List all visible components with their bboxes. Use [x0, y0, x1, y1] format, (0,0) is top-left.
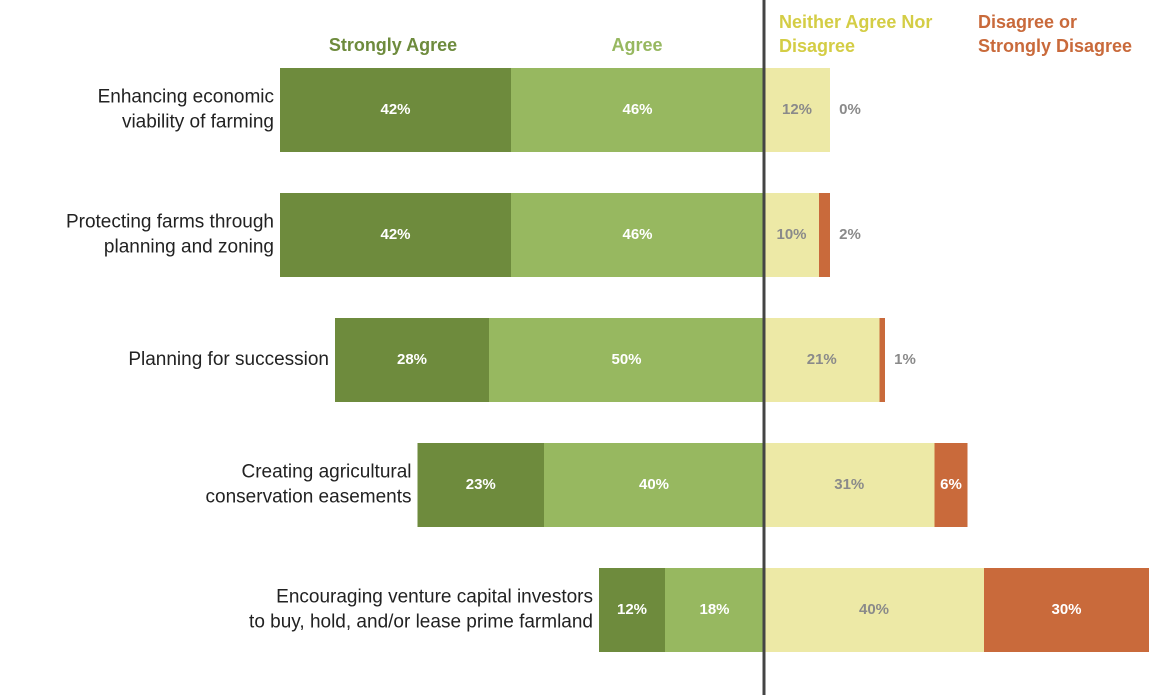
bar-segment — [280, 193, 511, 277]
bar-segment — [934, 443, 968, 527]
bar-segment — [879, 318, 885, 402]
value-label: 6% — [940, 476, 962, 493]
value-label: 0% — [839, 101, 861, 118]
value-label: 21% — [807, 351, 837, 368]
legend-label: Agree — [611, 35, 663, 55]
bar-segment — [280, 68, 511, 152]
value-label: 42% — [380, 101, 410, 118]
value-label: 46% — [622, 101, 652, 118]
bar-segment — [335, 318, 489, 402]
category-label: to buy, hold, and/or lease prime farmlan… — [249, 612, 593, 633]
bar-segment — [417, 443, 544, 527]
value-label: 40% — [859, 601, 889, 618]
category-label: Planning for succession — [128, 349, 329, 370]
value-label: 23% — [466, 476, 496, 493]
value-label: 28% — [397, 351, 427, 368]
value-label: 1% — [894, 351, 916, 368]
legend-label: Strongly Agree — [328, 35, 458, 55]
bar-segment — [764, 193, 819, 277]
value-label: 30% — [1051, 601, 1081, 618]
bar-segment — [511, 193, 764, 277]
bar-segment — [764, 568, 984, 652]
bar-segment — [599, 568, 665, 652]
value-label: 40% — [639, 476, 669, 493]
category-label: viability of farming — [122, 112, 274, 133]
value-label: 46% — [622, 226, 652, 243]
bar-segment — [665, 568, 764, 652]
bar-segment — [511, 68, 764, 152]
value-label: 10% — [776, 226, 806, 243]
value-label: 18% — [699, 601, 729, 618]
value-label: 50% — [611, 351, 641, 368]
category-label: conservation easements — [206, 487, 412, 508]
bar-segment — [489, 318, 764, 402]
category-label: planning and zoning — [104, 237, 274, 258]
legend-label: Neither Agree Nor Disagree — [779, 12, 933, 56]
bar-segment — [819, 193, 830, 277]
bar-segment — [764, 443, 935, 527]
category-label: Creating agricultural — [241, 462, 411, 483]
value-label: 12% — [617, 601, 647, 618]
value-label: 2% — [839, 226, 861, 243]
category-label: Encouraging venture capital investors — [276, 587, 593, 608]
bar-segment — [544, 443, 764, 527]
bar-segment — [764, 318, 880, 402]
bar-segment — [984, 568, 1149, 652]
value-label: 12% — [782, 101, 812, 118]
value-label: 42% — [380, 226, 410, 243]
value-label: 31% — [834, 476, 864, 493]
legend-label: Disagree or Strongly Disagree — [978, 12, 1133, 56]
category-label: Protecting farms through — [66, 212, 274, 233]
category-label: Enhancing economic — [98, 87, 274, 108]
bar-segment — [764, 68, 830, 152]
